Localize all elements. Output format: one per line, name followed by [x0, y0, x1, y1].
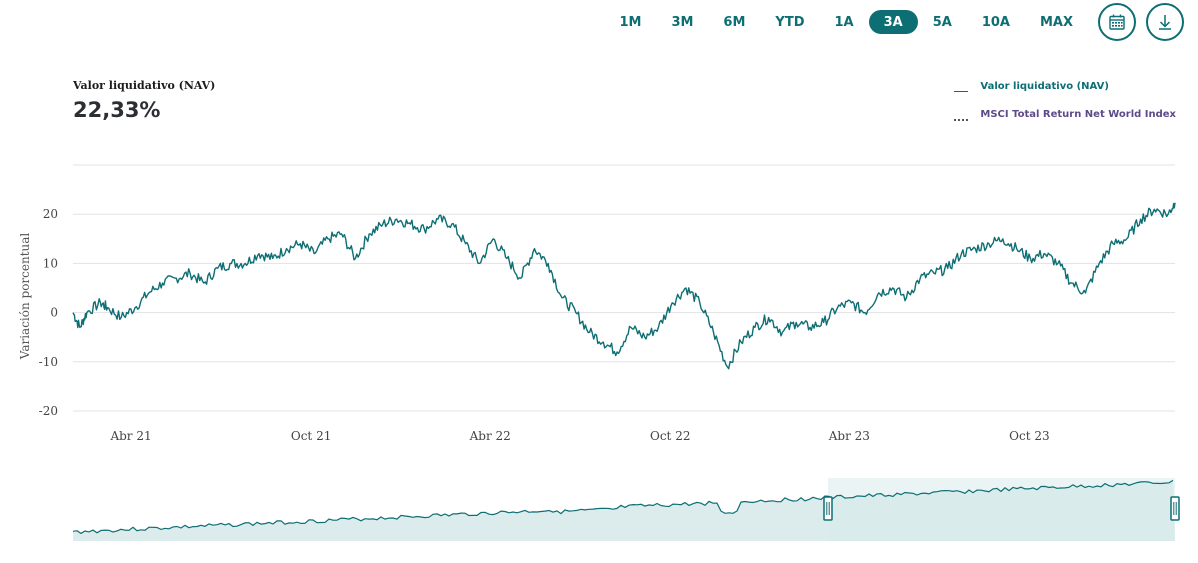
x-tick-label: Oct 22 [650, 429, 690, 443]
navigator-handle-right[interactable] [1170, 496, 1180, 521]
navigator-handle-left[interactable] [823, 496, 833, 521]
x-tick-label: Oct 23 [1009, 429, 1049, 443]
nav-summary-value: 22,33% [73, 98, 161, 122]
y-tick-label: -20 [39, 404, 58, 418]
nav-summary: Valor liquidativo (NAV) 22,33% [73, 79, 215, 122]
range-button-3m[interactable]: 3M [656, 10, 708, 34]
legend-item-msci[interactable]: MSCI Total Return Net World Index [954, 106, 1176, 122]
legend-item-nav[interactable]: Valor liquidativo (NAV) [954, 78, 1176, 94]
download-icon [1159, 15, 1171, 30]
range-button-5a[interactable]: 5A [918, 10, 967, 34]
x-tick-label: Oct 21 [291, 429, 331, 443]
range-button-1m[interactable]: 1M [604, 10, 656, 34]
grid-lines [73, 164, 1175, 412]
legend-label-msci: MSCI Total Return Net World Index [980, 108, 1176, 120]
x-axis-ticks: Abr 21 Oct 21 Abr 22 Oct 22 Abr 23 Oct 23 [109, 429, 1049, 443]
x-tick-label: Abr 21 [109, 429, 151, 443]
range-button-3a[interactable]: 3A [868, 10, 918, 34]
calendar-icon [1109, 14, 1125, 30]
legend-swatch-nav [954, 84, 969, 92]
y-axis-title: Variación porcentual [18, 233, 32, 361]
y-tick-label: -10 [39, 355, 58, 369]
x-tick-label: Abr 22 [469, 429, 511, 443]
download-button[interactable] [1146, 3, 1184, 41]
nav-summary-label: Valor liquidativo (NAV) [73, 79, 216, 92]
y-axis-ticks: 20 10 0 -10 -20 [39, 207, 58, 418]
range-selector: 1M 3M 6M YTD 1A 3A 5A 10A MAX [604, 3, 1184, 41]
series-layer [72, 202, 1176, 370]
legend-label-nav: Valor liquidativo (NAV) [980, 80, 1109, 92]
legend-swatch-msci [954, 113, 969, 121]
y-tick-label: 0 [50, 306, 58, 320]
range-button-ytd[interactable]: YTD [760, 10, 819, 34]
y-tick-label: 20 [43, 207, 58, 221]
x-tick-label: Abr 23 [828, 429, 870, 443]
range-button-6m[interactable]: 6M [708, 10, 760, 34]
series-line-nav [72, 202, 1176, 370]
chart-legend: Valor liquidativo (NAV) MSCI Total Retur… [954, 78, 1176, 134]
range-button-1a[interactable]: 1A [819, 10, 868, 34]
range-navigator[interactable] [72, 478, 1180, 541]
navigator-line [72, 479, 1174, 535]
calendar-button[interactable] [1098, 3, 1136, 41]
range-button-max[interactable]: MAX [1025, 10, 1088, 34]
y-tick-label: 10 [43, 256, 58, 270]
navigator-area [73, 480, 1175, 541]
range-button-10a[interactable]: 10A [967, 10, 1025, 34]
